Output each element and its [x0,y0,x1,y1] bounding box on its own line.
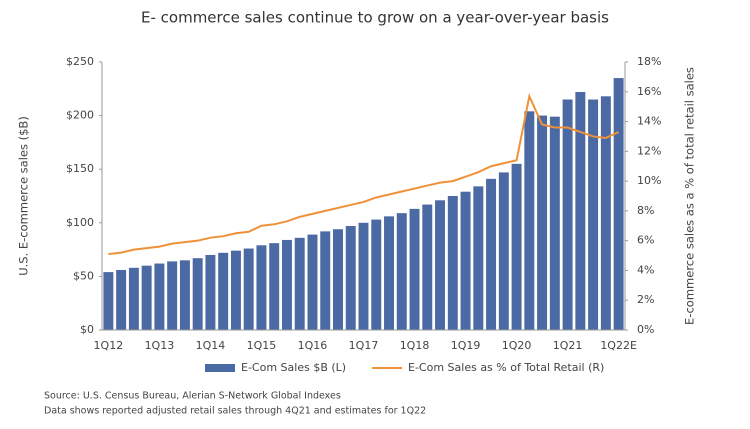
y2-tick-label: 14% [637,115,661,128]
y2-tick-label: 6% [637,234,654,247]
bar [384,216,394,330]
y-tick-label: $150 [66,162,94,175]
y2-tick-label: 2% [637,293,654,306]
x-tick-label: 1Q17 [349,339,379,352]
bar [562,99,573,331]
bar [141,265,152,330]
y2-tick-label: 10% [637,174,661,187]
bar [460,191,471,330]
line [108,92,620,256]
bar [549,116,560,330]
bar [294,237,305,330]
bar [447,196,458,330]
legend-label: E-Com Sales as % of Total Retail (R) [408,361,604,374]
bar [281,239,292,330]
legend-label: E-Com Sales $B (L) [241,361,346,374]
bar [588,99,599,331]
bar [473,186,484,330]
x-tick-label: 1Q15 [247,339,277,352]
bar [256,245,267,330]
y2-tick-label: 16% [637,85,661,98]
x-tick-label: 1Q19 [451,339,481,352]
y2-tick-label: 18% [637,55,661,68]
bar [103,272,114,330]
bar [371,219,382,330]
bar [116,269,127,330]
bar [179,260,190,330]
bar [524,111,535,330]
bar [320,231,331,330]
bar [205,254,216,330]
bar [307,234,318,330]
bar [498,172,509,330]
bar [575,92,586,331]
y-tick-label: $250 [66,55,94,68]
y2-tick-label: 12% [637,144,661,157]
source-note: Source: U.S. Census Bureau, Alerian S-Ne… [44,391,341,402]
bar [128,267,139,330]
bar [345,226,356,330]
bar [333,229,343,330]
x-tick-label: 1Q13 [145,339,175,352]
bar [230,250,241,330]
legend-swatch [205,364,235,372]
bar [167,261,178,330]
bar [435,200,446,330]
x-tick-label: 1Q20 [502,339,532,352]
bar [358,222,369,330]
y-tick-label: $100 [66,216,94,229]
data-note: Data shows reported adjusted retail sale… [44,406,426,417]
y2-axis-title: E-commerce sales as a % of total retail … [683,67,697,325]
bar [269,243,280,330]
chart-title: E- commerce sales continue to grow on a … [141,9,609,27]
y-axis-title: U.S. E-commerce sales ($B) [17,116,31,276]
bar [486,178,497,330]
bar [600,96,611,330]
bar [218,252,229,330]
y2-tick-label: 0% [637,323,654,336]
bar [511,163,522,330]
bar [613,78,624,330]
y-tick-label: $0 [80,323,94,336]
x-tick-label: 1Q21 [553,339,583,352]
bar [192,258,203,330]
x-tick-label: 1Q14 [196,339,226,352]
bar [422,204,433,330]
x-tick-label: 1Q18 [400,339,430,352]
y2-tick-label: 8% [637,204,654,217]
x-tick-label: 1Q22E [600,339,637,352]
x-tick-label: 1Q16 [298,339,328,352]
y-tick-label: $200 [66,109,94,122]
bar [154,263,165,330]
bar [396,213,407,330]
bar [409,208,420,330]
x-tick-label: 1Q12 [94,339,124,352]
y2-tick-label: 4% [637,263,654,276]
bar [243,248,254,330]
bar [537,115,548,330]
y-tick-label: $50 [73,269,94,282]
